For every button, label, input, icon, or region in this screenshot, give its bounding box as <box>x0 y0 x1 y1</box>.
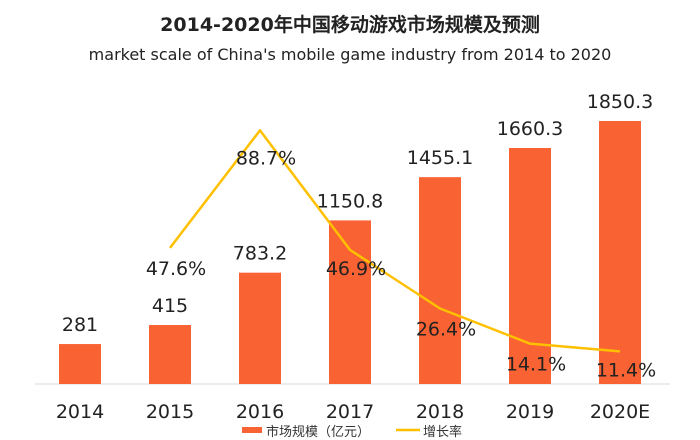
bar-value-label: 783.2 <box>233 243 287 265</box>
x-tick-label: 2014 <box>56 401 104 423</box>
chart-subtitle: market scale of China's mobile game indu… <box>88 45 612 64</box>
bar-value-label: 415 <box>152 295 188 317</box>
x-tick-label: 2020E <box>590 401 650 423</box>
bar <box>149 325 191 384</box>
x-tick-label: 2019 <box>506 401 554 423</box>
growth-line <box>169 129 621 353</box>
bar-value-label: 1660.3 <box>497 118 563 140</box>
bar-value-label: 1850.3 <box>587 91 653 113</box>
bar <box>509 148 551 384</box>
legend-label-growth: 增长率 <box>423 424 462 440</box>
line-value-label: 46.9% <box>326 258 386 280</box>
bar <box>599 121 641 384</box>
legend-label-market: 市场规模（亿元） <box>266 424 370 440</box>
line-value-label: 47.6% <box>146 258 206 280</box>
bar <box>329 220 371 384</box>
legend-swatch-market <box>242 427 262 433</box>
bar-value-label: 281 <box>62 314 98 336</box>
line-value-label: 14.1% <box>506 354 566 376</box>
x-tick-label: 2018 <box>416 401 464 423</box>
x-tick-label: 2016 <box>236 401 284 423</box>
line-value-label: 88.7% <box>236 147 296 169</box>
line-value-label: 26.4% <box>416 318 476 340</box>
line-value-label: 11.4% <box>596 359 656 381</box>
x-tick-label: 2015 <box>146 401 194 423</box>
bar-value-label: 1150.8 <box>317 190 383 212</box>
chart-title: 2014-2020年中国移动游戏市场规模及预测 <box>160 14 540 36</box>
bar-value-label: 1455.1 <box>407 147 473 169</box>
bar <box>59 344 101 384</box>
bar <box>419 177 461 384</box>
x-tick-label: 2017 <box>326 401 374 423</box>
bar <box>239 272 281 384</box>
